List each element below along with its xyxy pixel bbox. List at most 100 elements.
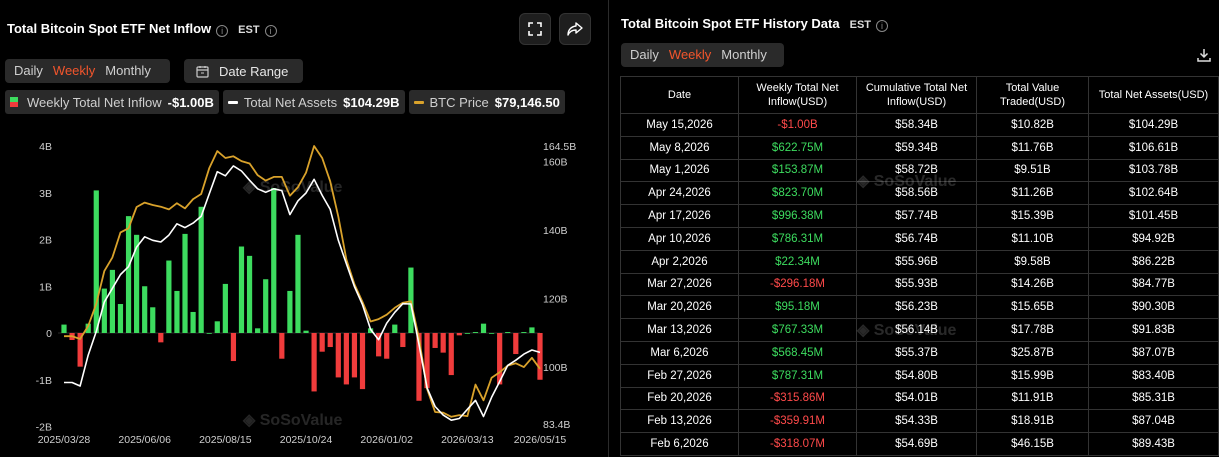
left-axis-tick: -2B <box>36 422 52 434</box>
table-row[interactable]: Feb 20,2026 -$315.86M $54.01B $11.91B $85.31… <box>620 386 1219 411</box>
table-row[interactable]: May 15,2026 -$1.00B $58.34B $10.82B $104.29B <box>620 113 1219 137</box>
cell-date: Apr 10,2026 <box>620 226 739 251</box>
download-icon[interactable] <box>1196 47 1212 63</box>
table-row[interactable]: Apr 17,2026 $996.38M $57.74B $15.39B $101.45… <box>620 204 1219 228</box>
watermark-top: ◈ SoSoValue <box>857 173 957 190</box>
inflow-bar <box>513 333 519 355</box>
left-axis-tick: 4B <box>39 141 52 153</box>
cell-total-traded: $9.51B <box>976 158 1089 183</box>
date-range-button[interactable]: Date Range <box>184 59 303 83</box>
inflow-bar <box>61 324 67 333</box>
inflow-bar <box>255 328 261 333</box>
cell-weekly-inflow: -$1.00B <box>738 113 857 137</box>
cell-net-assets: $104.29B <box>1088 113 1219 137</box>
table-row[interactable]: Mar 27,2026 -$296.18M $55.93B $14.26B $84.77… <box>620 272 1219 297</box>
legend-total-net-assets[interactable]: Total Net Assets $104.29B <box>222 90 405 114</box>
header-cumulative-inflow[interactable]: Cumulative Total Net Inflow(USD) <box>856 76 977 114</box>
cell-net-assets: $103.78B <box>1088 158 1219 183</box>
right-axis-tick: 120B <box>543 294 568 306</box>
inflow-bar <box>166 260 172 333</box>
left-axis-tick: 1B <box>39 281 52 293</box>
inflow-bar <box>174 290 180 333</box>
history-tab-monthly[interactable]: Monthly <box>721 47 767 62</box>
legend-weekly-inflow[interactable]: Weekly Total Net Inflow -$1.00B <box>5 90 219 114</box>
legend-assets-name: Total Net Assets <box>243 94 338 110</box>
table-row[interactable]: May 8,2026 $622.75M $59.34B $11.76B $106.61B <box>620 135 1219 160</box>
history-info-icon[interactable]: i <box>876 20 889 32</box>
cell-date: Apr 17,2026 <box>620 204 739 228</box>
inflow-bar <box>222 283 228 333</box>
table-row[interactable]: Feb 6,2026 -$318.07M $54.69B $46.15B $89.43B <box>620 432 1219 456</box>
inflow-bar <box>488 333 495 334</box>
header-net-assets[interactable]: Total Net Assets(USD) <box>1088 76 1219 114</box>
cell-date: Mar 27,2026 <box>620 272 739 297</box>
cell-cumulative-inflow: $57.74B <box>856 204 977 228</box>
history-tab-weekly[interactable]: Weekly <box>668 47 712 62</box>
inflow-bar <box>238 246 245 333</box>
fullscreen-button[interactable] <box>519 13 551 45</box>
right-axis-tick: 83.4B <box>543 419 570 431</box>
inflow-bar <box>287 290 293 333</box>
cell-total-traded: $46.15B <box>976 432 1089 456</box>
history-table: Date Weekly Total Net Inflow(USD) Cumula… <box>620 76 1219 456</box>
inflow-bar <box>424 333 430 389</box>
history-title: Total Bitcoin Spot ETF History Data <box>621 16 840 31</box>
inflow-bar <box>125 216 132 333</box>
cell-net-assets: $85.31B <box>1088 386 1219 411</box>
cell-total-traded: $25.87B <box>976 340 1089 365</box>
legend-btc-value: $79,146.50 <box>494 94 560 110</box>
table-row[interactable]: Apr 10,2026 $786.31M $56.74B $11.10B $94.92B <box>620 226 1219 251</box>
table-row[interactable]: Mar 20,2026 $95.18M $56.23B $15.65B $90.30B <box>620 295 1219 320</box>
header-total-traded[interactable]: Total Value Traded(USD) <box>976 76 1089 114</box>
right-axis-tick: 160B <box>543 156 568 168</box>
cell-cumulative-inflow: $55.96B <box>856 249 977 274</box>
cell-weekly-inflow: $786.31M <box>738 226 857 251</box>
inflow-bar <box>246 255 253 333</box>
tab-monthly[interactable]: Monthly <box>105 63 151 78</box>
table-row[interactable]: Apr 24,2026 $823.70M $58.56B $11.26B $102.64… <box>620 181 1219 206</box>
inflow-bar <box>327 333 333 348</box>
cell-weekly-inflow: $767.33M <box>738 318 857 342</box>
x-axis-tick: 2025/10/24 <box>280 434 333 446</box>
inflow-bar <box>497 333 503 385</box>
cell-total-traded: $18.91B <box>976 409 1089 434</box>
inflow-bar <box>230 333 237 362</box>
inflow-bar <box>77 333 83 367</box>
timezone-label: EST <box>238 24 260 36</box>
cell-weekly-inflow: $153.87M <box>738 158 857 183</box>
table-row[interactable]: Apr 2,2026 $22.34M $55.96B $9.58B $86.22B <box>620 249 1219 274</box>
table-row[interactable]: Feb 13,2026 -$359.91M $54.33B $18.91B $87.04… <box>620 409 1219 434</box>
period-tabs: Daily Weekly Monthly <box>5 59 170 83</box>
cell-total-traded: $11.76B <box>976 135 1089 160</box>
table-row[interactable]: Mar 6,2026 $568.45M $55.37B $25.87B $87.07B <box>620 340 1219 365</box>
cell-total-traded: $15.65B <box>976 295 1089 320</box>
table-row[interactable]: Feb 27,2026 $787.31M $54.80B $15.99B $83.40B <box>620 363 1219 388</box>
inflow-bar <box>101 288 107 333</box>
cell-date: May 1,2026 <box>620 158 739 183</box>
cell-weekly-inflow: $622.75M <box>738 135 857 160</box>
cell-date: Feb 20,2026 <box>620 386 739 411</box>
timezone-info-icon[interactable]: i <box>264 25 277 37</box>
info-icon[interactable]: i <box>216 25 229 37</box>
cell-cumulative-inflow: $58.34B <box>856 113 977 137</box>
cell-cumulative-inflow: $54.69B <box>856 432 977 456</box>
inflow-bar <box>408 267 414 333</box>
right-axis-tick: 140B <box>543 225 568 237</box>
cell-net-assets: $90.30B <box>1088 295 1219 320</box>
cell-net-assets: $87.07B <box>1088 340 1219 365</box>
left-axis-tick: 2B <box>39 235 52 247</box>
history-title-row: Total Bitcoin Spot ETF History Data EST i <box>621 16 889 32</box>
tab-daily[interactable]: Daily <box>14 63 43 78</box>
legend-btc-price[interactable]: BTC Price $79,146.50 <box>408 90 565 114</box>
cell-total-traded: $15.39B <box>976 204 1089 228</box>
header-date[interactable]: Date <box>620 76 739 114</box>
cell-date: Feb 27,2026 <box>620 363 739 388</box>
cell-net-assets: $86.22B <box>1088 249 1219 274</box>
header-weekly-inflow[interactable]: Weekly Total Net Inflow(USD) <box>738 76 857 114</box>
inflow-bar <box>416 333 422 401</box>
chart-legend: Weekly Total Net Inflow -$1.00B Total Ne… <box>5 90 565 114</box>
share-button[interactable] <box>559 13 591 45</box>
tab-weekly[interactable]: Weekly <box>52 63 96 78</box>
history-tab-daily[interactable]: Daily <box>630 47 659 62</box>
cell-net-assets: $83.40B <box>1088 363 1219 388</box>
